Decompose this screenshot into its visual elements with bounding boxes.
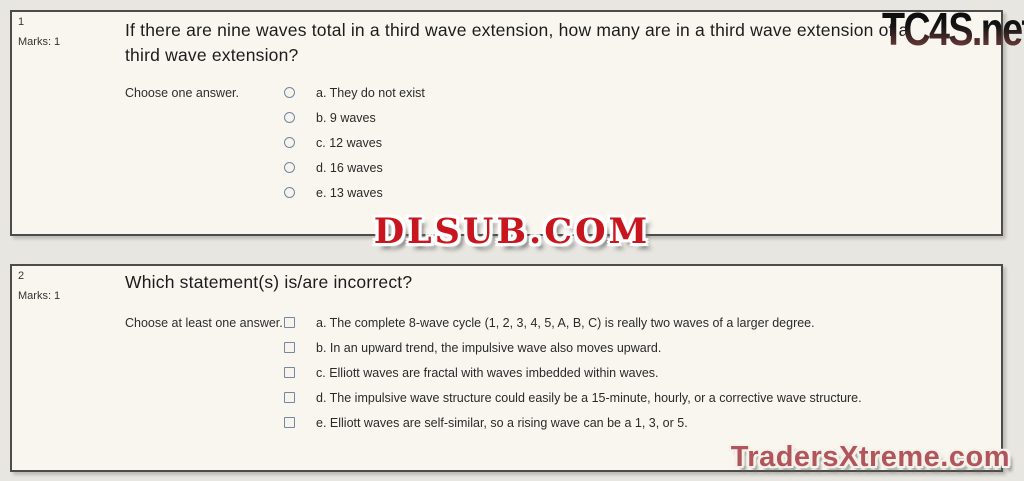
checkbox-icon[interactable]: [284, 417, 295, 428]
answer-block: Choose one answer. a. They do not exist …: [125, 85, 1001, 210]
question-text: Which statement(s) is/are incorrect?: [125, 272, 413, 292]
checkbox-icon[interactable]: [284, 392, 295, 403]
option-label[interactable]: c. 12 waves: [316, 136, 383, 150]
answer-option[interactable]: a. They do not exist: [284, 85, 425, 101]
checkbox-icon[interactable]: [284, 317, 295, 328]
checkbox-icon[interactable]: [284, 342, 295, 353]
answer-option[interactable]: c. Elliott waves are fractal with waves …: [284, 365, 862, 381]
question-1-box: 1 Marks: 1 If there are nine waves total…: [10, 10, 1003, 236]
radio-button-icon[interactable]: [284, 187, 295, 198]
option-label[interactable]: d. The impulsive wave structure could ea…: [316, 391, 862, 405]
answer-option[interactable]: d. 16 waves: [284, 160, 425, 176]
options-list: a. They do not exist b. 9 waves c. 12 wa…: [284, 85, 425, 210]
question-1-content: If there are nine waves total in a third…: [125, 12, 1001, 210]
answer-option[interactable]: b. In an upward trend, the impulsive wav…: [284, 340, 862, 356]
answer-option[interactable]: b. 9 waves: [284, 110, 425, 126]
answer-prompt: Choose at least one answer.: [125, 316, 283, 330]
option-label[interactable]: e. Elliott waves are self-similar, so a …: [316, 416, 688, 430]
answer-option[interactable]: e. 13 waves: [284, 185, 425, 201]
answer-option[interactable]: c. 12 waves: [284, 135, 425, 151]
options-list: a. The complete 8-wave cycle (1, 2, 3, 4…: [284, 315, 862, 440]
radio-button-icon[interactable]: [284, 137, 295, 148]
option-label[interactable]: a. The complete 8-wave cycle (1, 2, 3, 4…: [316, 316, 815, 330]
radio-button-icon[interactable]: [284, 87, 295, 98]
option-label[interactable]: a. They do not exist: [316, 86, 425, 100]
question-marks: Marks: 1: [18, 290, 61, 302]
option-label[interactable]: b. 9 waves: [316, 111, 376, 125]
question-number: 2: [18, 270, 25, 282]
option-label[interactable]: e. 13 waves: [316, 186, 383, 200]
radio-button-icon[interactable]: [284, 112, 295, 123]
option-label[interactable]: b. In an upward trend, the impulsive wav…: [316, 341, 662, 355]
answer-option[interactable]: d. The impulsive wave structure could ea…: [284, 390, 862, 406]
question-2-content: Which statement(s) is/are incorrect? Cho…: [125, 266, 1001, 440]
question-1-number-block: 1 Marks: 1: [18, 15, 60, 49]
checkbox-icon[interactable]: [284, 367, 295, 378]
question-text: If there are nine waves total in a third…: [125, 20, 909, 65]
answer-prompt: Choose one answer.: [125, 86, 239, 100]
option-label[interactable]: c. Elliott waves are fractal with waves …: [316, 366, 659, 380]
answer-block: Choose at least one answer. a. The compl…: [125, 315, 1001, 440]
radio-button-icon[interactable]: [284, 162, 295, 173]
question-2-number-block: 2 Marks: 1: [18, 269, 60, 303]
option-label[interactable]: d. 16 waves: [316, 161, 383, 175]
answer-option[interactable]: e. Elliott waves are self-similar, so a …: [284, 415, 862, 431]
answer-option[interactable]: a. The complete 8-wave cycle (1, 2, 3, 4…: [284, 315, 862, 331]
question-number: 1: [18, 16, 25, 28]
question-2-box: 2 Marks: 1 Which statement(s) is/are inc…: [10, 264, 1003, 472]
question-marks: Marks: 1: [18, 36, 61, 48]
